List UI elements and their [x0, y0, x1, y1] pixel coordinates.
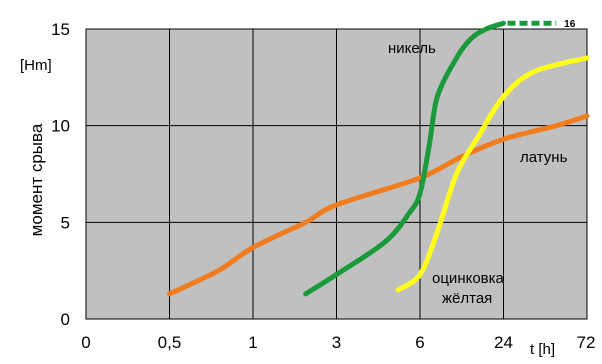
y-tick-label: 10	[51, 117, 70, 136]
x-tick-label: 72	[577, 333, 596, 352]
y-tick-label: 5	[61, 213, 70, 232]
y-tick-label: 0	[61, 310, 70, 329]
x-tick-label: 0	[81, 333, 90, 352]
x-tick-label: 24	[494, 333, 513, 352]
series-line-1	[303, 20, 506, 297]
series-label: оцинковка	[432, 270, 505, 287]
series-label: жёлтая	[442, 290, 492, 307]
series-layer: 16	[167, 19, 590, 297]
series-label: латунь	[520, 149, 568, 166]
series-label: никель	[388, 40, 436, 57]
series-labels: латунь никель оцинковка жёлтая	[388, 40, 568, 307]
x-tick-label: 3	[332, 333, 341, 352]
x-tick-label: 0,5	[158, 333, 182, 352]
tick-labels: 0 5 10 15 0 0,5 1 3 6 24 72	[51, 20, 595, 352]
y-axis-label: момент срыва	[27, 123, 46, 236]
extension-value-label: 16	[564, 19, 576, 30]
series-line-2	[395, 55, 590, 293]
y-axis-unit: [Hm]	[20, 57, 52, 74]
x-tick-label: 1	[248, 333, 257, 352]
grid	[86, 29, 587, 319]
x-axis-label: t [h]	[530, 341, 555, 358]
series-line-0	[167, 113, 590, 297]
x-tick-label: 6	[415, 333, 424, 352]
y-tick-label: 15	[51, 20, 70, 39]
